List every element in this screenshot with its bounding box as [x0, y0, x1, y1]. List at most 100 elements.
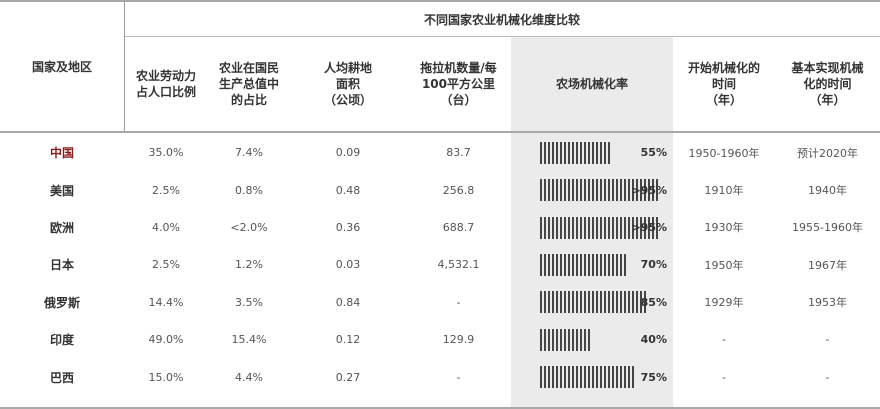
mechanization-bar-tick [544, 366, 546, 389]
mechanization-bar-tick [568, 141, 570, 164]
mechanization-bar-tick [576, 179, 578, 202]
start-year-cell: 1950-1960年 [688, 146, 760, 160]
region-name: 中国 [49, 146, 74, 161]
mechanization-bar-tick [556, 366, 558, 389]
mechanization-bar-tick [544, 179, 546, 202]
mechanization-bar-tick [552, 141, 554, 164]
mechanization-bar-tick [556, 253, 558, 276]
labor-share-header: 农业劳动力 占人口比例 [135, 69, 196, 99]
land-per-capita-cell: 0.03 [335, 258, 361, 272]
mechanization-bar-tick [604, 216, 606, 239]
start-year-cell: - [722, 333, 726, 347]
mechanization-bar-tick [608, 366, 610, 389]
mechanization-bar-tick [588, 253, 590, 276]
mechanization-bar-tick [596, 216, 598, 239]
mechanization-bar-tick [612, 366, 614, 389]
mechanization-bar-tick [608, 179, 610, 202]
mechanization-bar-tick [584, 328, 586, 351]
group-title: 不同国家农业机械化维度比较 [423, 12, 580, 27]
start-year-cell: 1950年 [704, 258, 744, 272]
mechanization-bar-tick [604, 141, 606, 164]
mechanization-bar-tick [560, 253, 562, 276]
mechanization-bar-tick [596, 141, 598, 164]
mechanization-bar-tick [580, 141, 582, 164]
mechanization-bar-tick [568, 179, 570, 202]
mechanization-bar-tick [548, 216, 550, 239]
mechanization-bar-tick [584, 141, 586, 164]
gdp-share-cell: 4.4% [235, 370, 263, 384]
mechanization-bar-tick [568, 253, 570, 276]
mechanization-bar-tick [548, 253, 550, 276]
mechanization-bar-tick [604, 179, 606, 202]
mechanization-bar-tick [552, 179, 554, 202]
gdp-share-header: 农业在国民 生产总值中 的占比 [218, 61, 279, 107]
mechanization-bar-tick [556, 291, 558, 314]
labor-share-cell: 2.5% [152, 183, 180, 197]
mechanization-bar-tick [588, 328, 590, 351]
completion-year-cell: 1955-1960年 [792, 221, 863, 235]
mechanization-bar-tick [544, 328, 546, 351]
header-rule [0, 131, 880, 133]
land-per-capita-cell: 0.48 [335, 183, 361, 197]
mechanization-bar-tick [624, 216, 626, 239]
mechanization-bar-tick [624, 291, 626, 314]
start-year-cell: 1929年 [704, 296, 744, 310]
mechanization-bar-tick [584, 179, 586, 202]
mechanization-bar-tick [540, 328, 542, 351]
mechanization-bar-tick [612, 291, 614, 314]
mechanization-bar-tick [576, 366, 578, 389]
mechanization-bar-tick [616, 253, 618, 276]
mechanization-bar-tick [572, 253, 574, 276]
region-column-header: 国家及地区 [31, 59, 92, 74]
mechanization-bar-tick [644, 291, 646, 314]
mechanization-bar-tick [592, 179, 594, 202]
gdp-share-cell: 7.4% [235, 146, 263, 160]
region-name: 美国 [49, 183, 74, 198]
completion-year-cell: 预计2020年 [797, 146, 858, 160]
mechanization-bar-tick [556, 328, 558, 351]
completion-year-header: 基本实现机械 化的时间 （年） [791, 61, 864, 107]
mechanization-bar-tick [632, 291, 634, 314]
mechanization-bar-tick [644, 216, 646, 239]
completion-year-cell: - [825, 370, 830, 384]
labor-share-cell: 49.0% [148, 333, 184, 347]
mechanization-bar-tick [540, 141, 542, 164]
start-year-cell: 1930年 [704, 221, 744, 235]
mechanization-bar [540, 216, 660, 239]
mechanization-bar-tick [568, 216, 570, 239]
gdp-share-cell: 15.4% [231, 333, 267, 347]
mechanization-bar-tick [624, 179, 626, 202]
mechanization-bar-tick [564, 141, 566, 164]
mechanization-bar-tick [552, 328, 554, 351]
mechanization-bar-tick [632, 179, 634, 202]
mechanization-bar-tick [560, 179, 562, 202]
mechanization-bar-tick [656, 179, 658, 202]
completion-year-cell: 1953年 [808, 296, 847, 310]
mechanization-bar-tick [584, 291, 586, 314]
mechanization-bar-tick [612, 179, 614, 202]
mechanization-bar-tick [584, 216, 586, 239]
mechanization-bar-tick [552, 291, 554, 314]
mechanization-bar-tick [580, 328, 582, 351]
region-name: 欧洲 [49, 220, 74, 235]
start-year-cell: - [722, 370, 726, 384]
mechanization-bar-tick [540, 216, 542, 239]
mechanization-bar-tick [592, 253, 594, 276]
tractor-density-cell: 83.7 [446, 146, 471, 160]
mechanization-bar-tick [608, 141, 610, 164]
gdp-share-cell: 1.2% [235, 258, 263, 272]
mechanization-bar-tick [600, 253, 602, 276]
mechanization-bar-tick [580, 366, 582, 389]
land-per-capita-cell: 0.36 [335, 220, 361, 234]
start-year-cell: 1910年 [704, 184, 744, 198]
land-per-capita-cell: 0.84 [335, 295, 361, 309]
tractor-density-cell: - [456, 295, 461, 309]
mechanization-bar-tick [628, 291, 630, 314]
mechanization-bar-tick [572, 291, 574, 314]
gdp-share-cell: <2.0% [230, 220, 268, 234]
gdp-share-cell: 3.5% [235, 295, 263, 309]
land-per-capita-cell: 0.27 [335, 370, 361, 384]
region-name: 印度 [49, 333, 74, 348]
mechanization-bar-tick [608, 291, 610, 314]
mechanization-rate-header: 农场机械化率 [555, 77, 628, 91]
